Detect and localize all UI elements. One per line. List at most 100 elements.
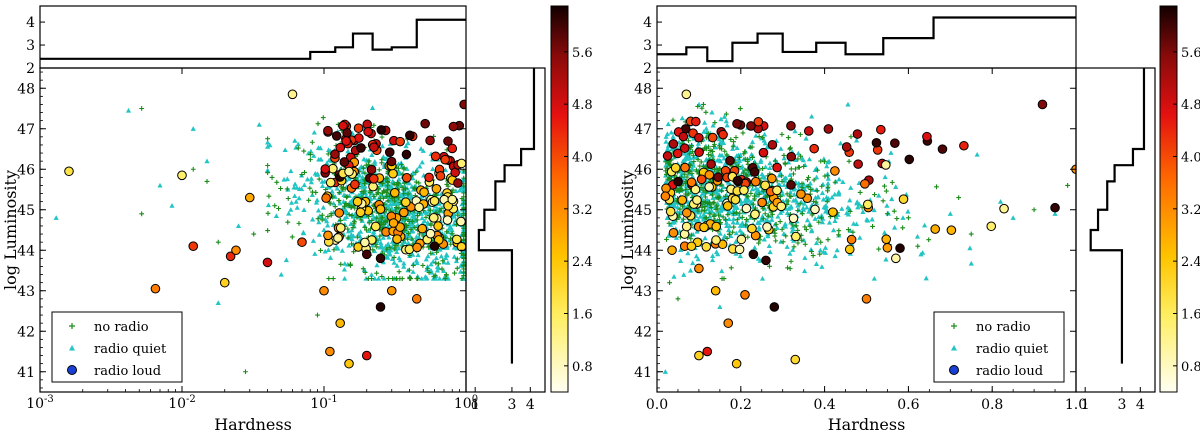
radio-quiet-marker bbox=[288, 207, 294, 212]
radio-quiet-marker bbox=[315, 145, 322, 150]
radio-loud-marker bbox=[401, 149, 412, 160]
no-radio-marker bbox=[705, 131, 711, 136]
radio-quiet-marker bbox=[125, 107, 132, 113]
radio-loud-marker bbox=[707, 132, 718, 143]
radio-loud-marker bbox=[746, 121, 756, 131]
radio-quiet-marker bbox=[445, 260, 451, 265]
no-radio-marker bbox=[760, 216, 766, 222]
radio-quiet-marker bbox=[815, 194, 821, 200]
no-radio-marker bbox=[362, 270, 368, 275]
radio-quiet-marker bbox=[286, 210, 292, 216]
no-radio-marker bbox=[779, 226, 785, 232]
radio-quiet-marker bbox=[288, 200, 295, 205]
radio-quiet-marker bbox=[787, 172, 793, 177]
radio-quiet-marker bbox=[726, 223, 733, 229]
no-radio-marker bbox=[847, 209, 853, 214]
radio-loud-marker bbox=[456, 216, 466, 227]
radio-quiet-marker bbox=[457, 187, 463, 193]
no-radio-marker bbox=[716, 212, 721, 218]
no-radio-marker bbox=[425, 266, 430, 272]
radio-quiet-marker bbox=[406, 180, 412, 185]
radio-loud-marker bbox=[673, 176, 683, 187]
no-radio-marker bbox=[332, 204, 338, 209]
no-radio-marker bbox=[848, 134, 854, 140]
radio-quiet-marker bbox=[848, 185, 854, 190]
radio-loud-marker bbox=[420, 118, 430, 129]
radio-loud-marker bbox=[722, 201, 733, 211]
legend-marker-radio-quiet bbox=[951, 345, 957, 351]
no-radio-marker bbox=[379, 220, 384, 225]
no-radio-marker bbox=[331, 247, 337, 253]
radio-quiet-marker bbox=[892, 224, 898, 230]
no-radio-marker bbox=[710, 149, 715, 154]
no-radio-marker bbox=[726, 231, 732, 237]
no-radio-marker bbox=[325, 151, 331, 157]
no-radio-marker bbox=[731, 139, 736, 145]
radio-quiet-marker bbox=[730, 219, 736, 225]
radio-quiet-marker bbox=[679, 218, 686, 223]
no-radio-marker bbox=[306, 197, 312, 203]
no-radio-marker bbox=[461, 230, 466, 235]
radio-quiet-marker bbox=[410, 269, 416, 274]
radio-quiet-marker bbox=[801, 268, 808, 274]
no-radio-marker bbox=[313, 190, 319, 195]
radio-loud-marker bbox=[401, 197, 411, 208]
radio-quiet-marker bbox=[790, 247, 796, 252]
right-hist-tick-label: 0 bbox=[471, 399, 478, 412]
radio-quiet-marker bbox=[808, 228, 815, 234]
no-radio-marker bbox=[741, 151, 747, 157]
radio-loud-marker bbox=[1050, 202, 1060, 213]
radio-quiet-marker bbox=[671, 200, 677, 206]
radio-quiet-marker bbox=[372, 276, 378, 281]
radio-loud-marker bbox=[760, 180, 770, 191]
radio-quiet-marker bbox=[394, 249, 400, 255]
no-radio-marker bbox=[704, 215, 709, 221]
no-radio-marker bbox=[406, 219, 412, 224]
radio-quiet-marker bbox=[385, 203, 391, 208]
radio-quiet-marker bbox=[715, 190, 721, 196]
no-radio-marker bbox=[765, 213, 771, 219]
radio-quiet-marker bbox=[375, 276, 382, 281]
radio-quiet-marker bbox=[795, 150, 801, 156]
no-radio-marker bbox=[782, 161, 788, 167]
no-radio-marker bbox=[690, 149, 696, 155]
no-radio-marker bbox=[399, 162, 404, 168]
radio-quiet-marker bbox=[690, 192, 696, 198]
no-radio-marker bbox=[415, 276, 421, 281]
right-histogram-line bbox=[477, 68, 536, 364]
radio-loud-marker bbox=[429, 196, 440, 206]
radio-loud-marker bbox=[761, 255, 771, 266]
no-radio-marker bbox=[265, 163, 271, 168]
no-radio-marker bbox=[667, 161, 673, 167]
no-radio-marker bbox=[725, 212, 731, 217]
no-radio-marker bbox=[785, 265, 790, 271]
radio-quiet-marker bbox=[430, 166, 436, 172]
legend-marker-radio-loud bbox=[949, 365, 959, 375]
radio-quiet-marker bbox=[374, 262, 380, 268]
radio-quiet-marker bbox=[813, 240, 820, 246]
radio-quiet-marker bbox=[685, 250, 691, 256]
no-radio-marker bbox=[342, 203, 347, 209]
no-radio-marker bbox=[412, 225, 418, 230]
no-radio-marker bbox=[346, 212, 352, 217]
radio-loud-marker bbox=[710, 285, 721, 296]
radio-quiet-marker bbox=[424, 275, 430, 280]
radio-quiet-marker bbox=[869, 216, 875, 222]
no-radio-marker bbox=[799, 237, 805, 243]
legend-marker-no-radio bbox=[69, 323, 75, 329]
radio-quiet-marker bbox=[413, 258, 420, 263]
no-radio-marker bbox=[872, 192, 877, 197]
radio-loud-marker bbox=[861, 294, 872, 304]
right-hist-tick-label: 1 bbox=[471, 397, 480, 413]
no-radio-marker bbox=[320, 115, 326, 120]
radio-quiet-marker bbox=[832, 191, 838, 197]
no-radio-marker bbox=[719, 188, 725, 194]
no-radio-marker bbox=[779, 131, 785, 137]
radio-quiet-marker bbox=[787, 251, 793, 256]
no-radio-marker bbox=[677, 212, 682, 218]
no-radio-marker bbox=[459, 276, 465, 281]
no-radio-marker bbox=[278, 186, 283, 191]
no-radio-marker bbox=[734, 210, 739, 216]
radio-quiet-marker bbox=[737, 223, 743, 228]
no-radio-marker bbox=[703, 109, 709, 115]
